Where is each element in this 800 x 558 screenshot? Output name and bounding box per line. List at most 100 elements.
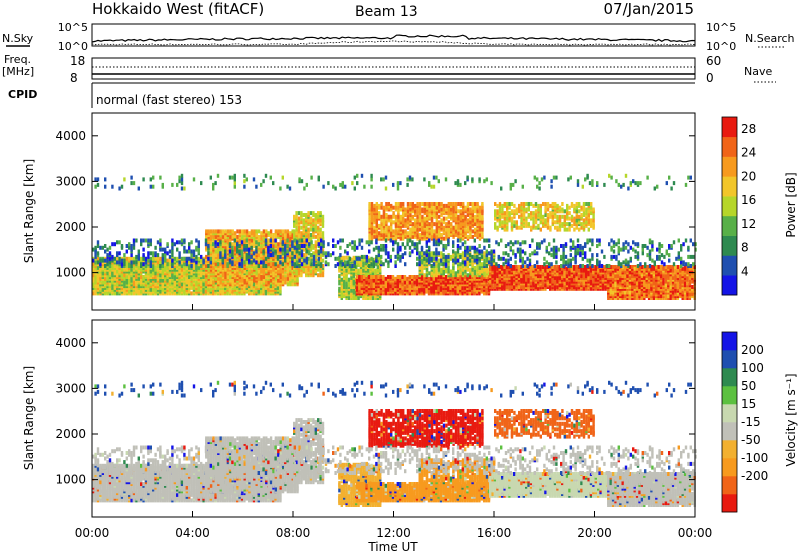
power-cell [464,206,466,210]
power-cell [438,209,440,213]
power-cell [469,202,471,206]
power-cell [253,229,255,233]
power-cell [348,296,350,300]
date-title: 07/Jan/2015 [604,0,695,18]
power-cell [350,292,352,296]
power-cell [195,281,197,285]
power-cell [436,218,438,222]
power-cell [150,257,152,261]
power-cell [436,235,438,239]
power-cell [409,281,411,285]
power-cell [443,204,445,208]
power-cell [250,291,252,295]
power-cell [222,242,224,246]
power-cell [431,202,433,206]
power-cell [382,275,384,279]
power-cell [414,233,416,237]
power-cell [481,224,483,228]
power-cell [265,281,267,285]
power-cell [445,208,447,212]
power-cell [450,270,452,274]
power-cell [380,226,382,230]
power-cell [380,215,382,219]
power-cell [433,277,435,281]
power-cell [212,253,214,257]
power-cell [419,215,421,219]
power-cell [142,275,144,279]
power-cell [402,202,404,206]
power-cell [210,288,212,292]
power-cell [376,202,378,206]
power-cell [433,268,435,272]
power-cell [431,228,433,232]
power-cell [457,202,459,206]
power-cell [275,281,277,285]
power-cell [265,229,267,233]
power-cell [443,237,445,241]
power-cell [535,283,537,287]
power-cell [353,289,355,293]
power-cell [272,262,274,266]
power-cell [176,257,178,261]
power-cell [246,271,248,275]
power-cell [183,266,185,270]
power-cell [411,282,413,286]
power-cell [282,237,284,241]
power-cell [467,208,469,212]
power-cell [404,229,406,233]
power-cell [298,271,300,275]
power-cell [407,202,409,206]
power-cell [229,235,231,239]
power-cell [152,257,154,261]
power-cell [222,229,224,233]
power-cell [462,211,464,215]
power-cell [353,256,355,260]
power-cell [224,229,226,233]
power-cell [409,213,411,217]
power-cell [97,266,99,270]
power-cell [208,275,210,279]
power-cell [483,255,485,259]
power-cell [464,266,466,270]
power-cell [416,228,418,232]
power-cell [229,290,231,294]
power-cell [421,268,423,272]
power-cell [433,229,435,233]
power-cell [395,229,397,233]
power-cell [378,215,380,219]
power-cell [341,292,343,296]
power-cell [457,231,459,235]
power-cell [379,269,381,273]
power-cell [440,268,442,272]
power-cell [315,244,317,248]
power-cell [338,281,340,285]
power-cell [210,248,212,252]
power-cell [253,237,255,241]
power-cell [483,251,485,255]
power-cell [322,231,324,235]
power-cell [462,202,464,206]
power-cell [450,222,452,226]
power-cell [399,275,401,279]
power-cell [440,251,442,255]
power-cell [214,286,216,290]
power-cell [414,213,416,217]
power-cell [284,281,286,285]
power-cell [222,282,224,286]
power-cell [401,275,403,279]
power-cell [452,262,454,266]
power-cell [250,284,252,288]
power-cell [414,228,416,232]
noise-tick-top-left: 10^5 [58,21,88,34]
power-cell [300,231,302,235]
power-cell [385,277,387,281]
power-cell [317,235,319,239]
power-cell [159,279,161,283]
power-cell [537,265,539,269]
power-cell [459,268,461,272]
power-cell [210,240,212,244]
power-cell [428,222,430,226]
power-cell [232,235,234,239]
power-cell [474,222,476,226]
